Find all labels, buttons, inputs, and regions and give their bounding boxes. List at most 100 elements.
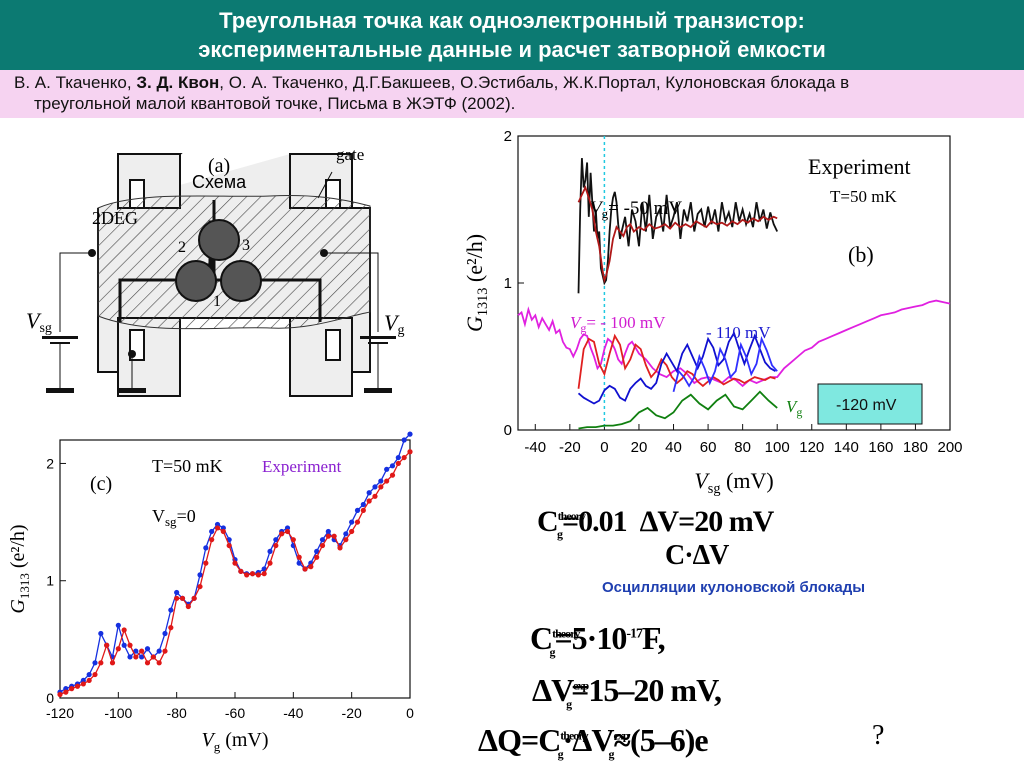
c-y-tick-label: 0 [46, 690, 54, 706]
c-point-1 [261, 571, 267, 577]
formula-1-tail: =20 mV [678, 505, 774, 538]
c-point-1 [319, 542, 326, 549]
c-point-1 [249, 571, 256, 577]
c-point-1 [273, 542, 279, 549]
c-point-0 [203, 545, 209, 551]
formula-5-tail: ≈(5–6)e [613, 722, 708, 758]
schematic-diagram: (a) Схема gate 2DEG 2 3 1 Vsg Vg [26, 145, 404, 397]
b-series-5 [672, 335, 778, 393]
formula-3-sup: theory [552, 626, 580, 641]
chart-c-panel: -120 -100 -80 -60 -40 -20 0 0 1 2 Vg (mV) G1313 (e²… [4, 431, 434, 768]
slide-title: Треугольная точка как одноэлектронный тр… [0, 0, 1024, 70]
circuit-right [324, 252, 379, 332]
c-point-0 [197, 572, 203, 578]
c-point-1 [314, 554, 320, 560]
formula-1-mid: ΔV [639, 505, 679, 538]
chart-b-temperature: T=50 mK [830, 187, 897, 206]
formula-4: ΔVexpg=15–20 mV, [532, 672, 722, 712]
chart-b-vg120-box-text: -120 mV [836, 397, 897, 414]
b-x-tick-label: 140 [834, 439, 859, 456]
c-point-1 [354, 519, 361, 525]
c-point-1 [308, 564, 314, 570]
formula-1-sub: g [557, 527, 563, 541]
gate-right-bottom-slot [325, 329, 341, 361]
battery-right-plate [360, 336, 396, 339]
chart-c-legend-title: Experiment [262, 457, 342, 476]
c-point-0 [98, 630, 104, 637]
chart-b-vg50-label: Vg= -50 mV [590, 198, 682, 221]
c-point-1 [372, 493, 378, 499]
b-x-tick-label: 0 [600, 439, 608, 456]
b-x-tick-label: -40 [524, 439, 546, 456]
c-point-0 [127, 654, 133, 660]
question-mark: ? [872, 720, 885, 751]
dot-label-2: 2 [178, 239, 186, 256]
c-point-1 [74, 683, 81, 689]
c-point-1 [325, 533, 331, 539]
b-x-tick-label: 120 [799, 439, 824, 456]
c-point-1 [162, 648, 168, 654]
b-series-4 [577, 330, 776, 405]
formula-3-tail: F, [642, 620, 666, 656]
chart-c-temperature: T=50 mK [152, 456, 223, 476]
b-x-tick-label: 80 [734, 439, 751, 456]
ground-bottom [118, 388, 146, 393]
c-point-1 [121, 627, 127, 633]
c-point-1 [80, 681, 86, 687]
c-point-1 [191, 595, 197, 601]
b-x-tick-label: -20 [559, 439, 581, 456]
c-point-0 [407, 431, 413, 437]
b-x-tick-label: 180 [903, 439, 928, 456]
dot-label-3: 3 [242, 237, 250, 254]
c-point-1 [255, 572, 261, 578]
formula-5-rest: ·ΔV [562, 722, 615, 758]
c-x-tick-label: -40 [283, 705, 303, 721]
battery-left-plate2 [50, 342, 70, 344]
reference-author-bold: З. Д. Квон [136, 73, 220, 92]
c-point-1 [337, 545, 343, 551]
c-point-1 [244, 572, 250, 578]
c-point-1 [378, 484, 384, 490]
c-x-tick-label: -120 [46, 705, 74, 721]
b-series-3 [577, 333, 776, 389]
c-point-1 [179, 595, 186, 601]
c-point-0 [139, 654, 145, 660]
formula-1-rest: =0.01 [562, 505, 628, 538]
gate-left-bottom [117, 317, 181, 397]
c-point-0 [360, 501, 366, 508]
c-y-tick-label: 2 [46, 455, 54, 471]
gate-label: gate [336, 145, 364, 164]
c-point-0 [325, 528, 331, 535]
battery-right-plate2 [368, 342, 388, 344]
c-point-0 [384, 466, 390, 472]
formula-3-sub: g [549, 645, 555, 660]
c-point-1 [98, 660, 104, 666]
battery-left-plate [42, 336, 78, 339]
chart-b-vg110-label: - 110 mV [706, 323, 771, 342]
c-point-1 [69, 686, 75, 692]
c-point-1 [185, 603, 191, 610]
b-series-1 [577, 185, 778, 284]
c-y-tick-label: 1 [46, 573, 54, 589]
formula-5-sub: g [557, 747, 564, 762]
gate-right-bottom [289, 317, 353, 397]
formula-2: C·ΔV [665, 540, 729, 572]
c-x-tick-label: 0 [406, 705, 414, 721]
quantum-dot-1 [220, 260, 262, 302]
c-point-1 [360, 507, 366, 513]
b-y-tick-label: 0 [504, 422, 512, 439]
c-point-0 [133, 648, 139, 654]
vsg-label: Vsg [26, 308, 52, 336]
b-y-tick-label: 1 [504, 275, 512, 292]
2deg-label: 2DEG [92, 208, 138, 228]
c-point-1 [144, 660, 151, 666]
formula-5-sup: theory [560, 728, 588, 743]
formula-5-sub2: g [608, 747, 614, 762]
c-point-1 [331, 533, 337, 539]
b-series-2 [517, 299, 951, 388]
c-point-1 [226, 542, 232, 549]
b-x-tick-label: 200 [937, 439, 962, 456]
reference-bar: В. А. Ткаченко, З. Д. Квон, О. А. Ткачен… [0, 70, 1024, 118]
reference-authors-pre: В. А. Ткаченко, [14, 73, 137, 92]
c-point-1 [127, 642, 133, 648]
